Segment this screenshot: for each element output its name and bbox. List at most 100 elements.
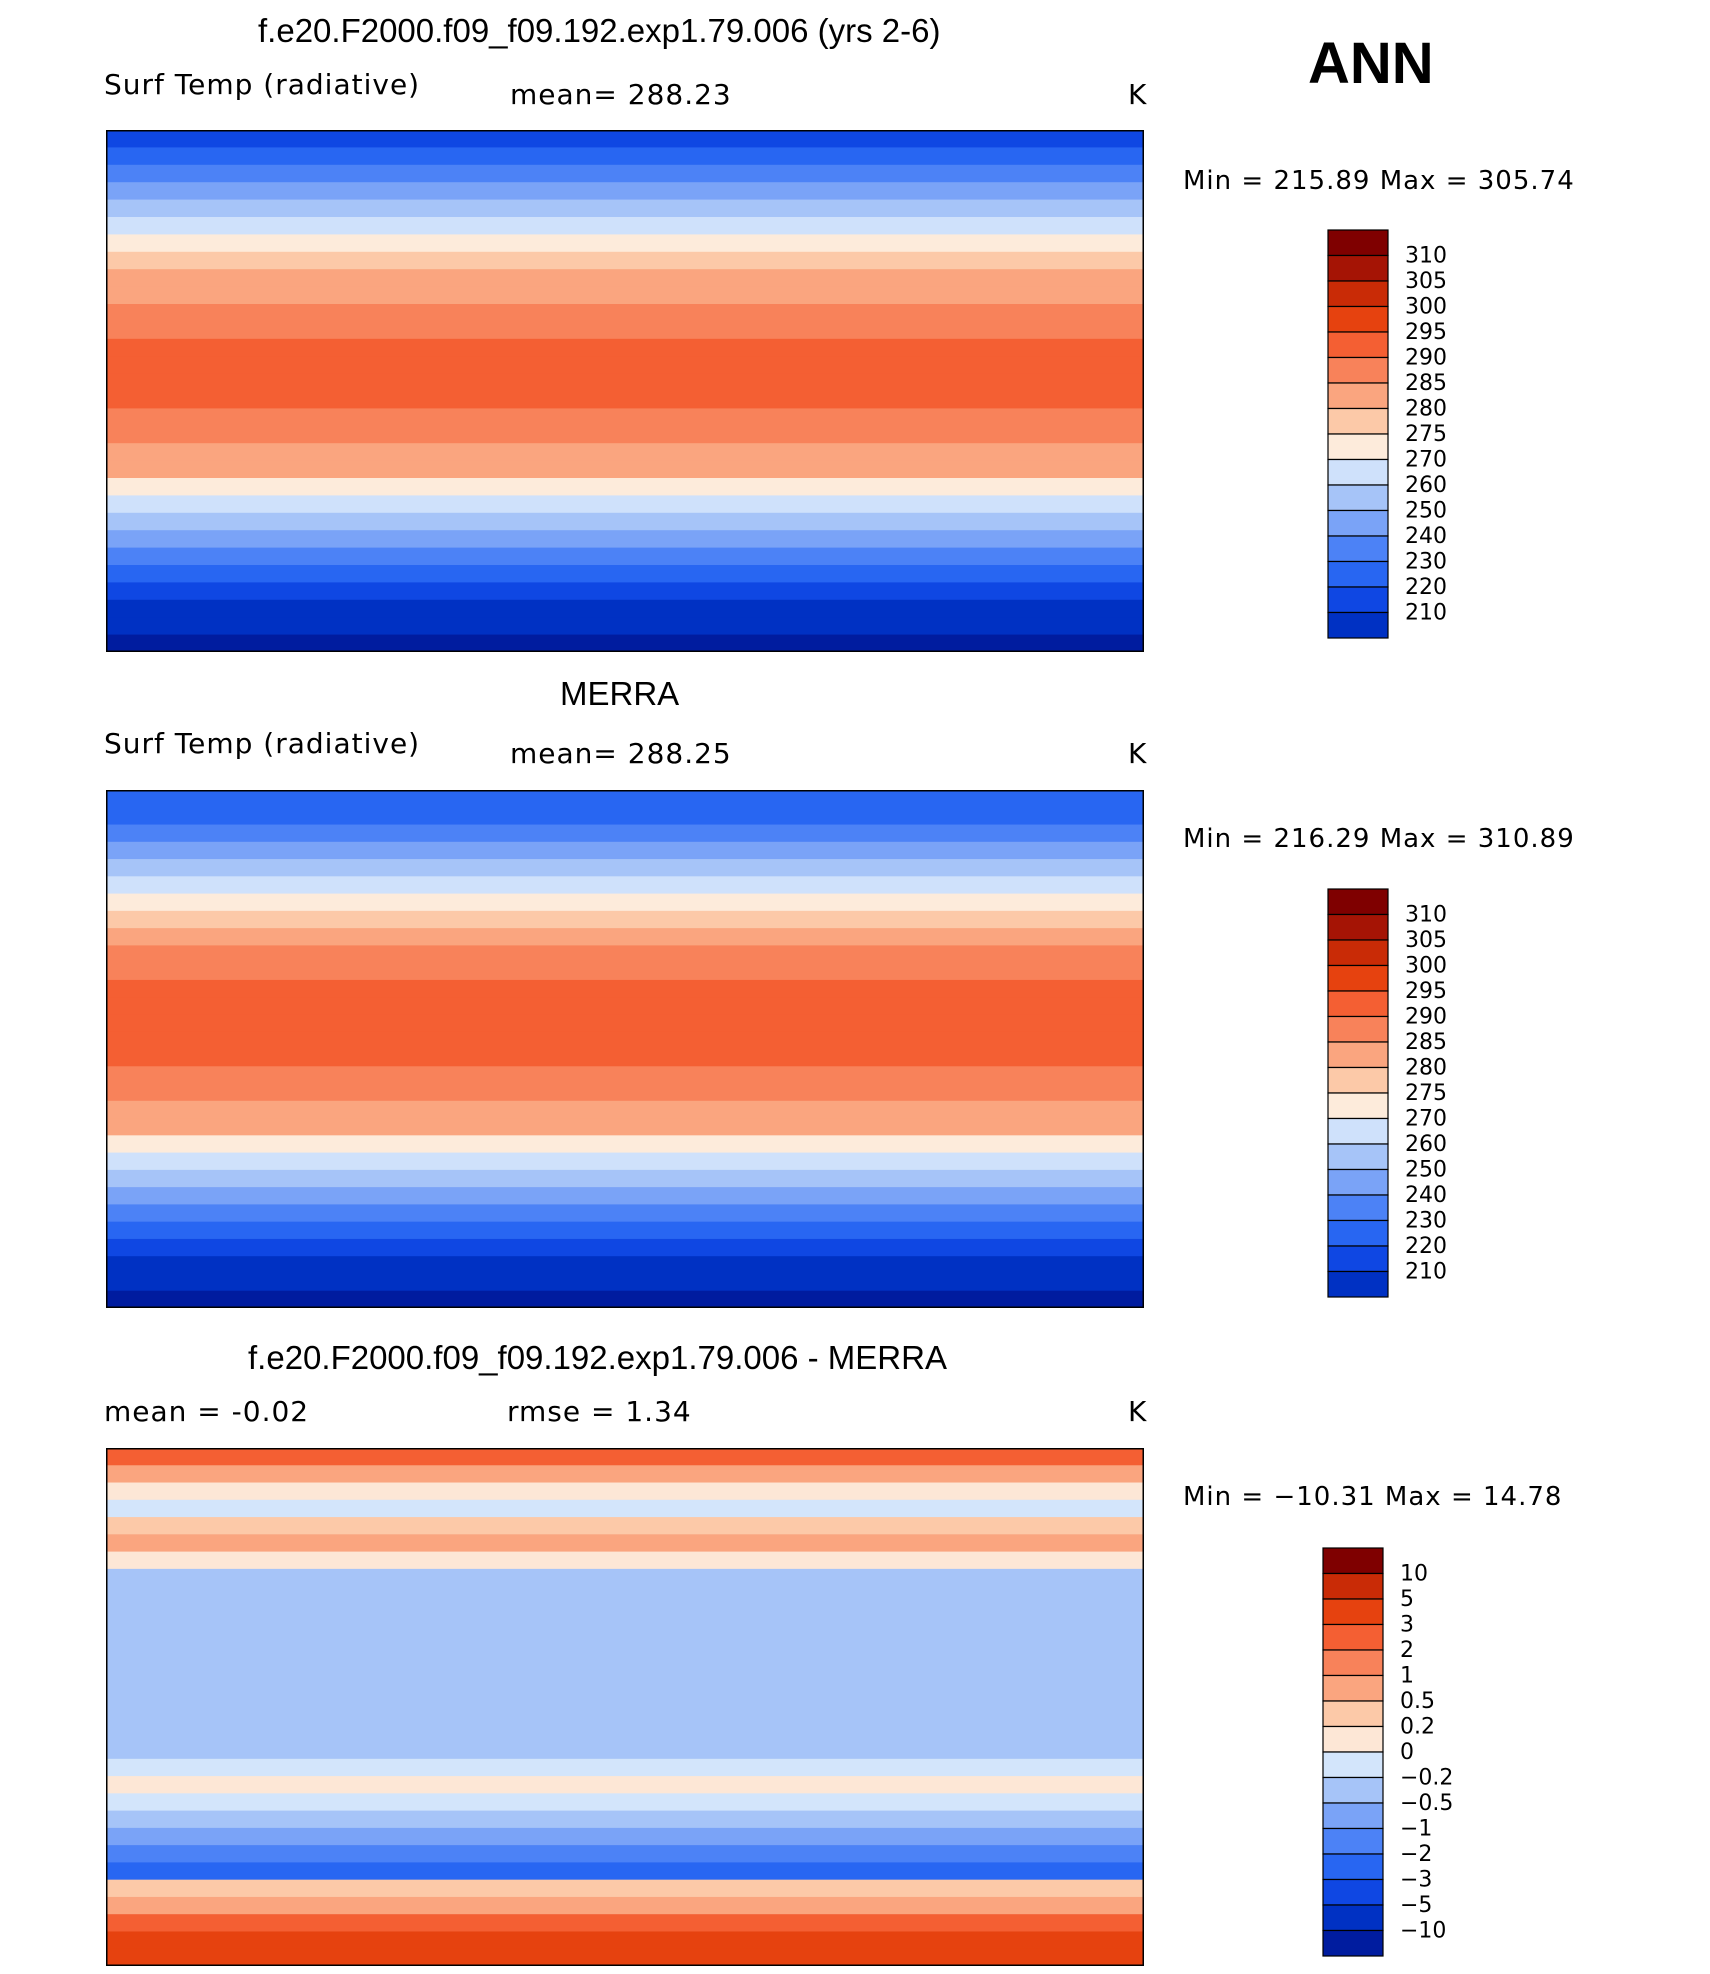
colorbar-tick-label: −3 — [1400, 1868, 1432, 1893]
colorbar-box — [1327, 913, 1389, 941]
diff-panel-title: f.e20.F2000.f09_f09.192.exp1.79.006 - ME… — [248, 1339, 947, 1376]
latitude-band — [106, 182, 1144, 201]
obs-units-label: K — [1128, 737, 1148, 770]
obs-panel-title: MERRA — [560, 675, 680, 712]
map-frame — [106, 130, 1144, 652]
latitude-band — [106, 1256, 1144, 1275]
colorbar-tick-label: −1 — [1400, 1817, 1432, 1842]
latitude-band — [106, 1707, 1144, 1725]
latitude-band — [106, 1655, 1144, 1674]
colorbar-box — [1327, 280, 1389, 308]
latitude-band — [106, 286, 1144, 305]
colorbar-box — [1327, 1066, 1389, 1094]
latitude-band — [106, 1620, 1144, 1639]
colorbar-tick-label: 300 — [1405, 295, 1447, 320]
colorbar-tick-label: 240 — [1405, 524, 1447, 549]
colorbar-box — [1327, 254, 1389, 282]
colorbar-box — [1327, 990, 1389, 1018]
latitude-band — [106, 841, 1144, 860]
obs-mean-label: mean= 288.25 — [510, 737, 732, 770]
map-frame — [106, 1448, 1144, 1966]
latitude-band — [106, 1637, 1144, 1656]
latitude-band — [106, 356, 1144, 375]
colorbar-box — [1327, 611, 1389, 639]
colorbar-tick-label: 290 — [1405, 346, 1447, 371]
colorbar-tick-label: −5 — [1400, 1893, 1432, 1918]
model-panel-title: f.e20.F2000.f09_f09.192.exp1.79.006 (yrs… — [258, 12, 941, 49]
diff-rmse-label: rmse = 1.34 — [507, 1395, 692, 1428]
model-variable-label: Surf Temp (radiative) — [104, 68, 421, 101]
colorbar-box — [1322, 1929, 1384, 1957]
colorbar-box — [1327, 382, 1389, 410]
latitude-band — [106, 1221, 1144, 1240]
colorbar-box — [1327, 939, 1389, 967]
diff-units-label: K — [1128, 1395, 1148, 1428]
latitude-band — [106, 1741, 1144, 1760]
colorbar-box — [1327, 1245, 1389, 1273]
latitude-band — [106, 251, 1144, 270]
colorbar-box — [1327, 229, 1389, 257]
colorbar-tick-label: 220 — [1405, 1234, 1447, 1259]
latitude-band — [106, 1568, 1144, 1587]
colorbar-tick-label: 270 — [1405, 448, 1447, 473]
latitude-band — [106, 928, 1144, 946]
latitude-band — [106, 338, 1144, 357]
colorbar-box — [1322, 1725, 1384, 1753]
latitude-band — [106, 1083, 1144, 1102]
latitude-band — [106, 1603, 1144, 1622]
colorbar-tick-label: 305 — [1405, 928, 1447, 953]
latitude-band — [106, 1845, 1144, 1863]
colorbar-box — [1327, 1194, 1389, 1222]
colorbar-tick-label: 10 — [1400, 1562, 1428, 1587]
latitude-band — [106, 979, 1144, 998]
colorbar-tick-label: −2 — [1400, 1842, 1432, 1867]
colorbar-tick-label: −10 — [1400, 1919, 1446, 1944]
colorbar-box — [1327, 1015, 1389, 1043]
latitude-band — [106, 1014, 1144, 1033]
latitude-band — [106, 1914, 1144, 1933]
latitude-band — [106, 599, 1144, 618]
latitude-band — [106, 199, 1144, 218]
map-frame — [106, 790, 1144, 1308]
colorbar-box — [1327, 305, 1389, 333]
colorbar-box — [1327, 1168, 1389, 1196]
latitude-band — [106, 321, 1144, 340]
latitude-band — [106, 824, 1144, 843]
latitude-band — [106, 1896, 1144, 1915]
colorbar-tick-label: 250 — [1405, 1158, 1447, 1183]
colorbar-box — [1322, 1674, 1384, 1702]
colorbar-tick-label: 280 — [1405, 1056, 1447, 1081]
latitude-band — [106, 1204, 1144, 1223]
latitude-band — [106, 1118, 1144, 1136]
latitude-band — [106, 997, 1144, 1016]
latitude-band — [106, 1517, 1144, 1535]
colorbar-tick-label: 240 — [1405, 1183, 1447, 1208]
colorbar-box — [1327, 586, 1389, 614]
colorbar-tick-label: 5 — [1400, 1587, 1414, 1612]
colorbar-box — [1327, 1270, 1389, 1298]
latitude-band — [106, 1724, 1144, 1743]
latitude-band — [106, 443, 1144, 462]
latitude-band — [106, 1482, 1144, 1501]
latitude-band — [106, 234, 1144, 253]
latitude-band — [106, 1862, 1144, 1881]
colorbar-tick-label: 305 — [1405, 269, 1447, 294]
colorbar-tick-label: 210 — [1405, 1260, 1447, 1285]
latitude-band — [106, 547, 1144, 566]
colorbar-box — [1322, 1853, 1384, 1881]
obs-colorbar: 3103053002952902852802752702602502402302… — [1327, 888, 1447, 1298]
colorbar-tick-label: 260 — [1405, 473, 1447, 498]
colorbar-tick-label: 295 — [1405, 979, 1447, 1004]
latitude-band — [106, 634, 1144, 652]
colorbar-tick-label: 260 — [1405, 1132, 1447, 1157]
colorbar-tick-label: 220 — [1405, 575, 1447, 600]
season-label: ANN — [1308, 31, 1434, 96]
latitude-band — [106, 304, 1144, 322]
latitude-band — [106, 1689, 1144, 1708]
obs-variable-label: Surf Temp (radiative) — [104, 727, 421, 760]
latitude-band — [106, 582, 1144, 601]
colorbar-tick-label: 0.2 — [1400, 1715, 1435, 1740]
colorbar-box — [1327, 331, 1389, 359]
colorbar-box — [1322, 1649, 1384, 1677]
colorbar-box — [1322, 1802, 1384, 1830]
